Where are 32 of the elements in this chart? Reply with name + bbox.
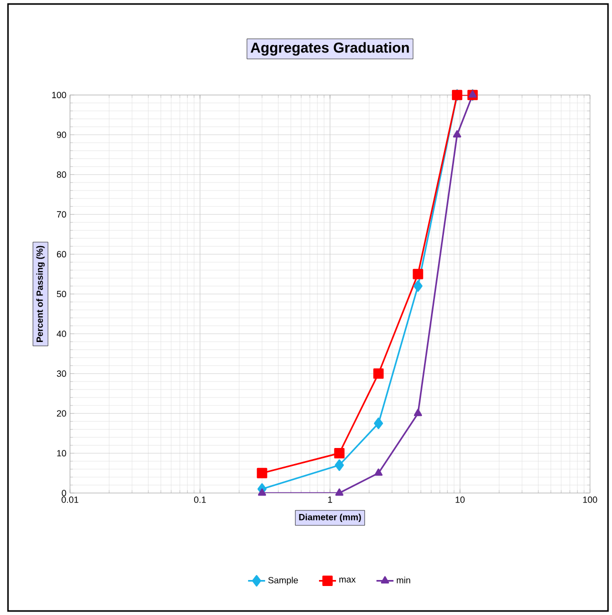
point — [414, 408, 422, 416]
point — [374, 468, 383, 476]
x-tick-label: 100 — [583, 496, 598, 503]
y-tick-label: 50 — [56, 290, 66, 298]
legend-label: Sample — [268, 576, 298, 586]
legend-label: max — [339, 578, 356, 583]
point — [374, 418, 384, 430]
point — [334, 448, 345, 458]
y-tick-label: 90 — [56, 132, 66, 138]
point — [373, 368, 384, 379]
point — [412, 268, 424, 280]
y-tick-label: 80 — [56, 171, 66, 178]
y-tick-label: 10 — [57, 450, 66, 456]
y-tick-label: 70 — [56, 211, 66, 218]
point — [453, 130, 462, 138]
y-tick-label: 30 — [56, 370, 66, 377]
y-tick-label: 0 — [62, 490, 66, 496]
y-axis-title: Percent of Passing (%) — [36, 246, 45, 342]
x-tick-label: 1 — [328, 496, 332, 503]
x-tick-label: 10 — [456, 496, 465, 503]
x-tick-label: 0.01 — [62, 496, 78, 503]
y-tick-label: 60 — [56, 251, 66, 258]
y-tick-label: 40 — [56, 330, 66, 337]
point — [335, 488, 344, 496]
x-axis-title: Diameter (mm) — [299, 514, 361, 522]
point — [413, 280, 423, 292]
x-tick-label: 0.1 — [194, 496, 206, 503]
y-tick-label: 100 — [52, 92, 66, 98]
chart-title: Aggregates Graduation — [250, 42, 409, 56]
point — [334, 459, 344, 471]
y-tick-label: 20 — [56, 410, 66, 417]
legend-label: min — [396, 576, 410, 584]
